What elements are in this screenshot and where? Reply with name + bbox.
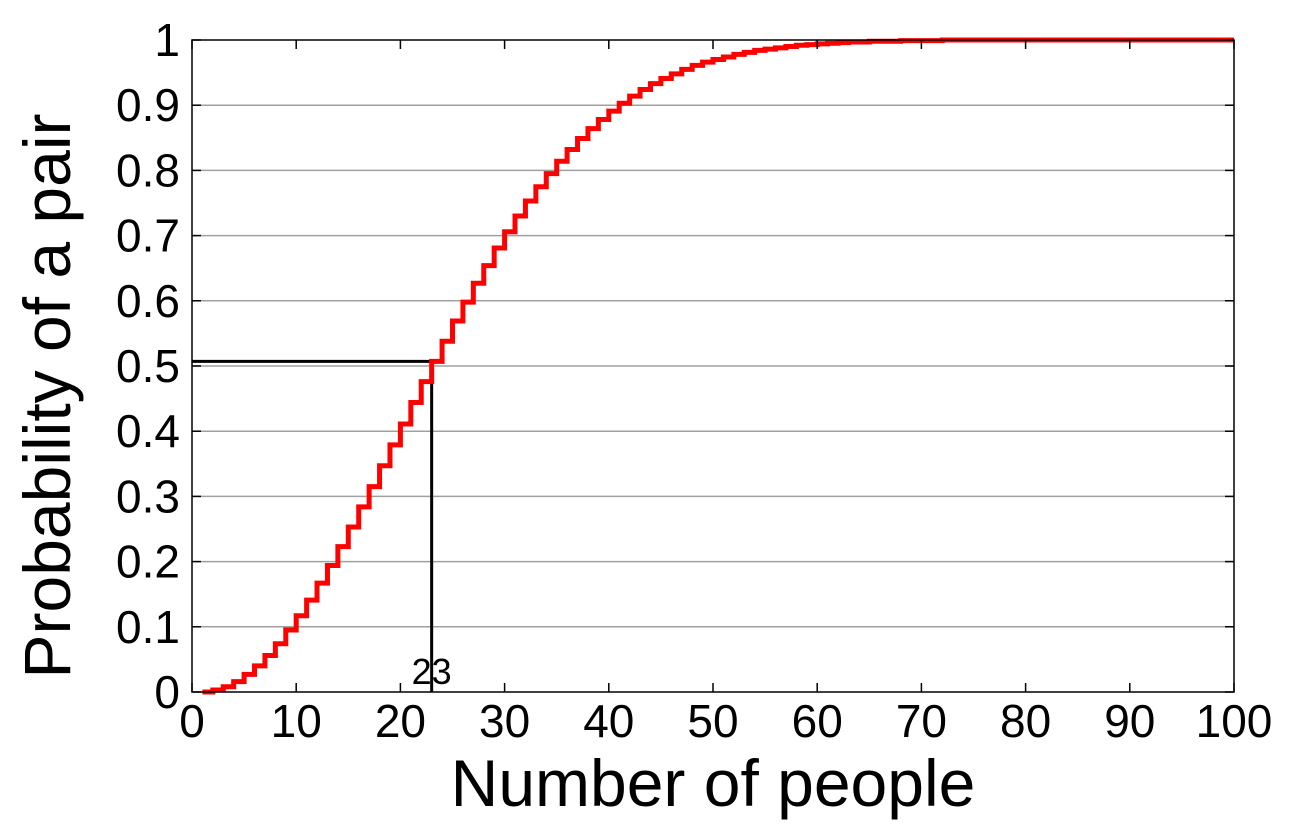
y-tick-label: 0.7	[116, 210, 180, 262]
y-tick-label: 0.2	[116, 536, 180, 588]
gridlines	[192, 104, 1234, 628]
y-tick-label: 0.6	[116, 275, 180, 327]
x-tick-label: 60	[792, 695, 843, 747]
axis-ticks	[191, 39, 1235, 693]
x-tick-label: 20	[375, 695, 426, 747]
y-tick-label: 0	[154, 666, 180, 718]
x-tick-label: 100	[1196, 695, 1273, 747]
x-tick-label: 0	[179, 695, 205, 747]
x-tick-label: 70	[896, 695, 947, 747]
x-tick-label: 80	[1000, 695, 1051, 747]
y-axis-label: Probability of a pair	[10, 114, 84, 679]
x-axis-label: Number of people	[451, 746, 976, 820]
x-tick-label: 30	[479, 695, 530, 747]
y-tick-label: 0.1	[116, 601, 180, 653]
x-tick-label: 90	[1104, 695, 1155, 747]
y-tick-label: 0.9	[116, 79, 180, 131]
y-tick-label: 0.5	[116, 340, 180, 392]
x-tick-label: 40	[583, 695, 634, 747]
y-tick-label: 0.4	[116, 405, 180, 457]
x-tick-label: 50	[687, 695, 738, 747]
x-tick-labels: 0 10 20 30 40 50 60 70 80 90 100	[179, 695, 1272, 747]
y-tick-label: 0.3	[116, 470, 180, 522]
x-tick-label: 10	[271, 695, 322, 747]
threshold-label: 23	[412, 651, 452, 692]
y-tick-label: 0.8	[116, 144, 180, 196]
y-tick-label: 1	[154, 14, 180, 66]
y-tick-labels: 0 0.1 0.2 0.3 0.4 0.5 0.6 0.7 0.8 0.9 1	[116, 14, 180, 718]
reference-lines	[192, 359, 434, 692]
